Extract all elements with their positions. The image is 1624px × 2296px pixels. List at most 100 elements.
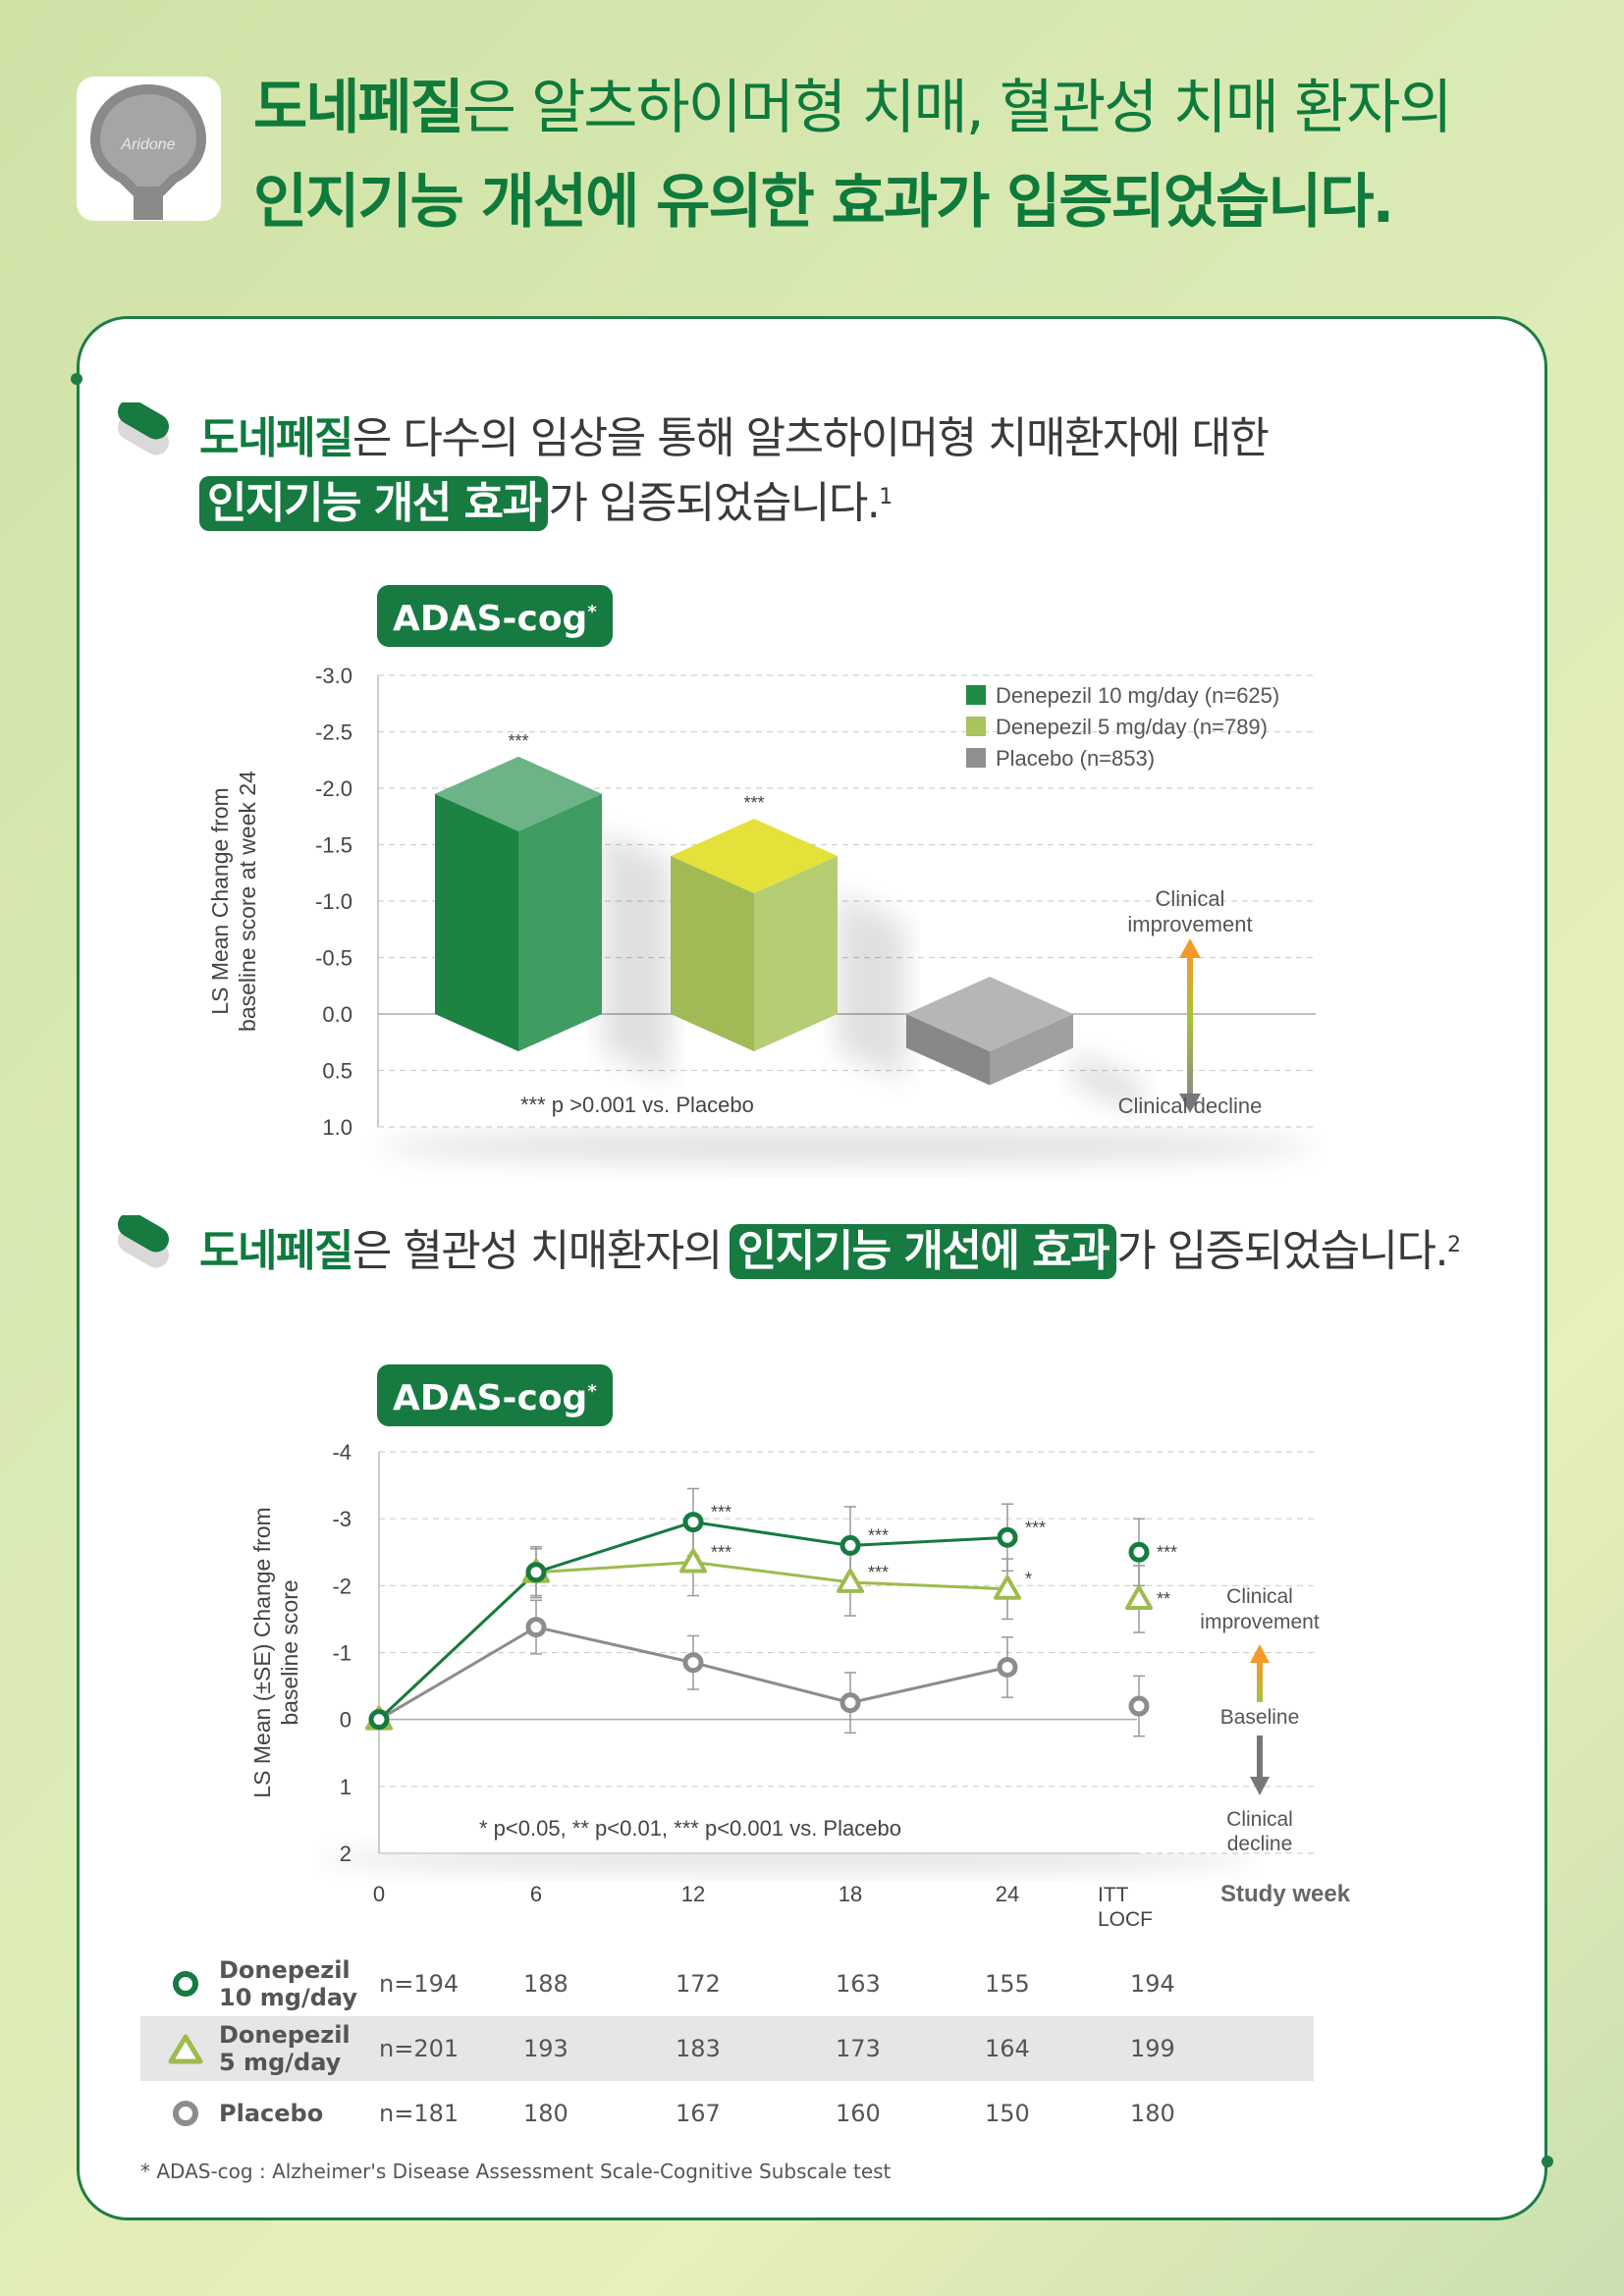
row-label-1: Donepezil — [219, 2021, 351, 2049]
chart1-direction-arrow-shaft — [1187, 954, 1193, 1099]
chart2-x-axis-label: Study week — [1220, 1881, 1351, 1907]
circle-marker — [682, 1512, 704, 1533]
chart1-y-tick-label: -0.5 — [315, 946, 352, 971]
triangle-marker-icon — [168, 2034, 203, 2064]
section2-text2: 가 입증되었습니다. — [1116, 1226, 1448, 1276]
value-cell: 193 — [523, 2035, 568, 2062]
section2-text1: 은 혈관성 치매환자의 — [352, 1226, 723, 1276]
pill-icon — [118, 402, 169, 455]
row-label-2: 10 mg/day — [219, 1984, 357, 2011]
n-cell: n=181 — [379, 2100, 460, 2127]
n-table: Donepezil 10 mg/day n=194 188 172 163 155… — [140, 1951, 1314, 2146]
section1-bold: 도네페질 — [199, 413, 353, 463]
chart2-x-tick-itt: ITT — [1098, 1884, 1129, 1906]
value-cell: 172 — [676, 1970, 721, 1998]
circle-marker — [525, 1617, 547, 1638]
value-cell: 194 — [1130, 1970, 1175, 1998]
bar-significance-label: *** — [508, 731, 528, 751]
chart1-up-arrow-icon — [1179, 938, 1201, 958]
chart2-down-arrow-shaft — [1257, 1735, 1263, 1779]
bar-shadow — [602, 830, 671, 1081]
chart2-y-tick-label: -3 — [332, 1507, 352, 1531]
chart2-y-tick-label: -2 — [332, 1574, 352, 1598]
chart1-up-label-line2: improvement — [1127, 912, 1252, 936]
circle-marker — [839, 1534, 861, 1556]
card-corner-dot — [1542, 2156, 1553, 2167]
chart1-y-axis-label: LS Mean Change frombaseline score at wee… — [207, 771, 260, 1032]
value-cell: 155 — [985, 1970, 1030, 1998]
aridone-logo: Aridone — [77, 77, 221, 221]
chart2-baseline-label: Baseline — [1220, 1706, 1300, 1729]
table-row: Donepezil 5 mg/day n=201 193 183 173 164 … — [140, 2016, 1314, 2081]
chart2-footnote: * p<0.05, ** p<0.01, *** p<0.001 vs. Pla… — [479, 1816, 901, 1841]
chart1-up-label-line1: Clinical — [1156, 886, 1225, 911]
circle-marker — [997, 1656, 1018, 1678]
significance-label: *** — [868, 1563, 889, 1582]
bar-side-face — [990, 1014, 1073, 1086]
chart2-y-tick-label: 0 — [340, 1708, 352, 1733]
circle-marker — [997, 1526, 1018, 1548]
chart2-x-tick-locf: LOCF — [1098, 1908, 1153, 1931]
legend-label: Placebo (n=853) — [996, 746, 1155, 771]
legend-swatch — [966, 748, 986, 768]
circle-marker-icon — [173, 2101, 198, 2126]
bar-front-face — [671, 856, 754, 1051]
circle-marker — [1128, 1541, 1150, 1563]
section2-bold: 도네페질 — [199, 1226, 353, 1276]
bar-shadow — [838, 893, 906, 1081]
circle-marker — [368, 1709, 390, 1731]
row-label: Donepezil 10 mg/day — [219, 1956, 357, 2011]
significance-label: *** — [711, 1503, 731, 1522]
circle-marker-icon — [173, 1971, 198, 1997]
triangle-marker — [679, 1548, 707, 1574]
section2-title: 도네페질은 혈관성 치매환자의 인지기능 개선에 효과 가 입증되었습니다.2 — [199, 1219, 1461, 1284]
chart1-y-tick-label: -3.0 — [315, 664, 352, 688]
bar-top-face — [906, 977, 1073, 1051]
bar-shadow — [1073, 1051, 1142, 1115]
triangle-marker — [994, 1575, 1021, 1600]
row-label: Donepezil 5 mg/day — [219, 2021, 351, 2076]
significance-label: * — [1025, 1570, 1032, 1589]
significance-label: *** — [1157, 1542, 1177, 1562]
value-cell: 160 — [836, 2100, 881, 2127]
headline-line1: 도네페질은 알츠하이머형 치매, 혈관성 치매 환자의 — [253, 61, 1453, 155]
table-row: Placebo n=181 180 167 160 150 180 — [140, 2081, 1314, 2146]
value-cell: 180 — [523, 2100, 568, 2127]
footnote: * ADAS-cog : Alzheimer's Disease Assessm… — [140, 2160, 892, 2183]
triangle-marker — [1125, 1584, 1153, 1610]
chart2-x-tick-label: 18 — [839, 1882, 862, 1906]
headline-rest: 은 알츠하이머형 치매, 혈관성 치매 환자의 — [461, 74, 1453, 142]
section1-text2: 가 입증되었습니다. — [548, 478, 880, 528]
circle-marker — [839, 1692, 861, 1714]
significance-label: *** — [711, 1542, 731, 1562]
circle-marker — [1128, 1695, 1150, 1717]
bar-chart: -3.0 -2.5 -2.0 -1.5 -1.0 -0.5 0.0 0.5 1.0 LS Mean… — [207, 664, 1316, 1162]
legend-label: Denepezil 5 mg/day (n=789) — [996, 715, 1268, 739]
bar-side-face — [518, 793, 602, 1051]
bar-front-face — [906, 1014, 990, 1086]
badge-mark: * — [587, 602, 597, 622]
value-cell: 183 — [676, 2035, 721, 2062]
adas-cog-badge-1: ADAS-cog* — [377, 585, 613, 647]
bar-significance-label: *** — [743, 793, 764, 813]
value-cell: 188 — [523, 1970, 568, 1998]
card-corner-dot — [71, 373, 82, 385]
significance-label: *** — [868, 1525, 889, 1545]
legend-label: Denepezil 10 mg/day (n=625) — [996, 683, 1279, 708]
bar-top-face — [435, 756, 602, 831]
n-cell: n=194 — [379, 1970, 460, 1998]
row-label: Placebo — [219, 2100, 323, 2127]
chart2-y-tick-label: 1 — [340, 1775, 352, 1799]
adas-cog-badge-2: ADAS-cog* — [377, 1364, 613, 1426]
section1-text1: 은 다수의 임상을 통해 알츠하이머형 치매환자에 대한 — [352, 413, 1270, 463]
badge-label: ADAS-cog — [393, 599, 588, 639]
significance-label: ** — [1157, 1589, 1170, 1609]
section1-highlight: 인지기능 개선 효과 — [199, 476, 549, 531]
row-label-2: 5 mg/day — [219, 2049, 342, 2076]
legend-swatch — [966, 685, 986, 705]
chart2-down-label-line1: Clinical — [1226, 1808, 1293, 1831]
chart2-x-tick-label: 24 — [996, 1882, 1019, 1906]
value-cell: 180 — [1130, 2100, 1175, 2127]
value-cell: 173 — [836, 2035, 881, 2062]
